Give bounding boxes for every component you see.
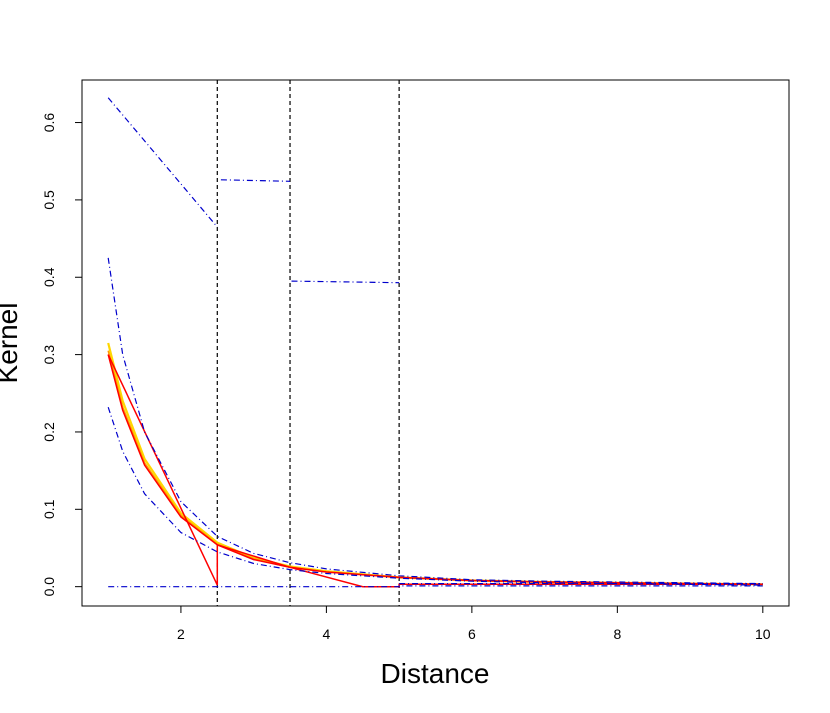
x-tick-label-2: 6 bbox=[468, 626, 476, 642]
y-tick-label-2: 0.2 bbox=[41, 422, 57, 442]
series-line-dashdot-blue-upper bbox=[107, 257, 763, 585]
x-axis: 2 4 6 8 10 bbox=[177, 606, 771, 642]
x-tick-label-1: 4 bbox=[322, 626, 330, 642]
series-line-dashdot-blue-lower bbox=[107, 407, 763, 586]
series-line-solid-red-piecewise bbox=[107, 354, 763, 588]
y-tick-label-0: 0.0 bbox=[41, 577, 57, 597]
series-line-solid-orange bbox=[107, 350, 763, 586]
x-tick-label-4: 10 bbox=[755, 626, 771, 642]
series-group bbox=[107, 97, 763, 588]
y-tick-label-4: 0.4 bbox=[41, 267, 57, 287]
series-line-solid-yellow bbox=[107, 342, 763, 586]
y-axis-label: Kernel bbox=[0, 303, 23, 384]
vertical-reference-lines bbox=[216, 80, 400, 606]
y-tick-label-3: 0.3 bbox=[41, 345, 57, 365]
y-axis: 0.0 0.1 0.2 0.3 0.4 0.5 0.6 bbox=[41, 113, 82, 597]
series-line-solid-red bbox=[107, 354, 763, 586]
x-axis-label: Distance bbox=[381, 658, 490, 689]
y-tick-label-6: 0.6 bbox=[41, 113, 57, 133]
x-tick-label-0: 2 bbox=[177, 626, 185, 642]
series-line-dashdot-blue-interval-high bbox=[107, 97, 763, 585]
x-tick-label-3: 8 bbox=[613, 626, 621, 642]
plot-frame bbox=[81, 79, 790, 607]
series-line-dashdot-blue-interval-low bbox=[108, 585, 763, 588]
y-tick-label-1: 0.1 bbox=[41, 499, 57, 519]
y-tick-label-5: 0.5 bbox=[41, 190, 57, 210]
